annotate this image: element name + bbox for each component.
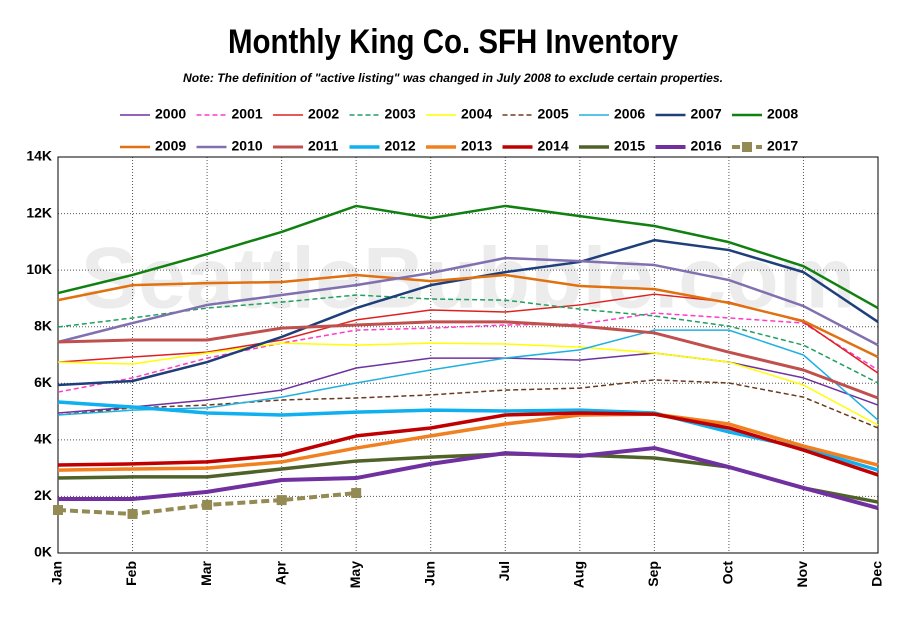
series-marker <box>202 499 213 510</box>
y-tick-label: 0K <box>34 544 52 560</box>
y-tick-label: 4K <box>34 431 52 447</box>
series-line <box>57 256 879 347</box>
legend-label: 2007 <box>691 106 722 122</box>
y-tick-label: 14K <box>26 148 52 164</box>
legend-label: 2003 <box>385 106 416 122</box>
legend-label: 2014 <box>538 138 569 154</box>
series-line <box>57 273 879 359</box>
chart-subtitle: Note: The definition of "active listing"… <box>183 71 723 85</box>
series-line <box>57 294 879 384</box>
x-tick-label: Aug <box>571 561 587 588</box>
series-line <box>57 312 879 393</box>
legend-label: 2002 <box>308 106 339 122</box>
legend-label: 2006 <box>614 106 645 122</box>
series-line <box>57 320 879 400</box>
x-tick-label: Dec <box>869 561 885 587</box>
series-line <box>57 411 879 477</box>
series-line <box>57 329 879 421</box>
legend-label: 2005 <box>538 106 569 122</box>
legend-marker <box>742 142 752 152</box>
series-line <box>58 446 879 510</box>
series-marker <box>127 508 138 519</box>
x-tick-label: Mar <box>198 560 214 585</box>
chart-title: Monthly King Co. SFH Inventory <box>228 23 678 61</box>
series-marker <box>351 488 362 499</box>
series-line <box>57 204 879 310</box>
y-tick-label: 6K <box>34 374 52 390</box>
legend-label: 2013 <box>461 138 492 154</box>
x-tick-label: Jul <box>496 561 512 581</box>
y-tick-label: 12K <box>26 204 52 220</box>
series-line <box>57 412 879 472</box>
legend-label: 2000 <box>155 106 186 122</box>
legend-label: 2016 <box>691 138 722 154</box>
series-line <box>57 400 879 472</box>
legend-label: 2008 <box>767 106 798 122</box>
y-tick-label: 2K <box>34 487 52 503</box>
x-tick-label: Jan <box>49 561 65 585</box>
legend-label: 2012 <box>385 138 416 154</box>
legend-label: 2017 <box>767 138 798 154</box>
series-line <box>57 342 879 426</box>
legend-label: 2010 <box>232 138 263 154</box>
series-line <box>57 379 879 429</box>
x-tick-label: Oct <box>720 561 736 585</box>
y-tick-label: 10K <box>26 261 52 277</box>
x-tick-label: Feb <box>123 561 139 586</box>
legend-label: 2011 <box>308 138 339 154</box>
y-tick-label: 8K <box>34 317 52 333</box>
x-tick-label: Nov <box>794 561 810 588</box>
series-line <box>57 352 879 414</box>
x-tick-label: Jun <box>421 561 437 586</box>
x-tick-label: Sep <box>645 561 661 587</box>
legend-label: 2015 <box>614 138 645 154</box>
series-marker <box>276 495 287 506</box>
plot-border <box>57 156 879 554</box>
legend-label: 2001 <box>232 106 263 122</box>
x-tick-label: Apr <box>272 560 288 585</box>
legend-label: 2004 <box>461 106 492 122</box>
legend-label: 2009 <box>155 138 186 154</box>
x-tick-label: May <box>347 561 363 588</box>
series-marker <box>53 505 63 516</box>
